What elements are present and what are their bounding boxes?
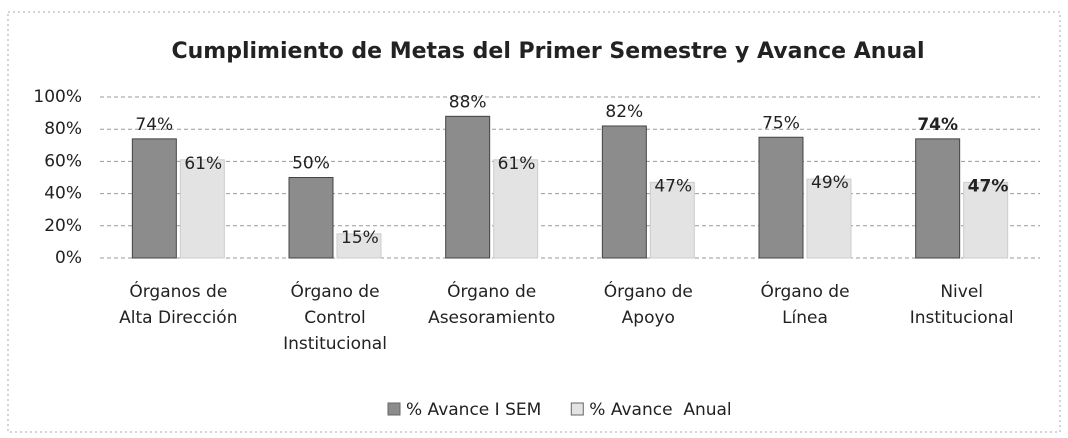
- value-label: 82%: [605, 102, 643, 122]
- value-label: 74%: [917, 115, 958, 135]
- chart-border: [7, 11, 1061, 433]
- value-label: 75%: [762, 113, 800, 133]
- bar: [601, 125, 647, 259]
- x-tick-label: Nivel Institucional: [910, 282, 1014, 328]
- bar: [963, 181, 1009, 259]
- x-tick-label: Órgano de Línea: [760, 280, 849, 328]
- y-tick-label: 80%: [44, 119, 82, 139]
- bar: [915, 138, 961, 259]
- chart-title: Cumplimiento de Metas del Primer Semestr…: [172, 39, 925, 64]
- bar: [288, 177, 334, 259]
- value-label: 49%: [811, 173, 849, 193]
- value-label: 47%: [968, 176, 1009, 196]
- y-tick-label: 20%: [44, 216, 82, 236]
- bar: [445, 115, 491, 259]
- bar: [336, 233, 382, 259]
- y-tick-label: 100%: [33, 87, 82, 107]
- y-tick-label: 60%: [44, 151, 82, 171]
- value-label: 88%: [449, 92, 487, 112]
- legend-swatch: [387, 402, 401, 416]
- x-tick-label: Órgano de Asesoramiento: [428, 280, 555, 328]
- value-label: 15%: [341, 228, 379, 248]
- x-tick-label: Órgano de Apoyo: [604, 280, 693, 328]
- legend-swatch: [570, 402, 584, 416]
- x-tick-label: Órganos de Alta Dirección: [119, 280, 237, 328]
- y-tick-label: 40%: [44, 184, 82, 204]
- value-label: 61%: [498, 154, 536, 174]
- value-label: 74%: [135, 115, 173, 135]
- legend-label: % Avance I SEM: [406, 400, 541, 420]
- value-label: 61%: [184, 154, 222, 174]
- bar: [179, 159, 225, 259]
- value-label: 47%: [654, 176, 692, 196]
- bar: [131, 138, 177, 259]
- y-tick-label: 0%: [55, 248, 82, 268]
- bar: [758, 136, 804, 259]
- legend-label: % Avance Anual: [589, 400, 731, 420]
- value-label: 50%: [292, 154, 330, 174]
- bar: [806, 178, 852, 259]
- x-tick-label: Órgano de Control Institucional: [283, 280, 387, 354]
- bar: [649, 181, 695, 259]
- bar: [493, 159, 539, 259]
